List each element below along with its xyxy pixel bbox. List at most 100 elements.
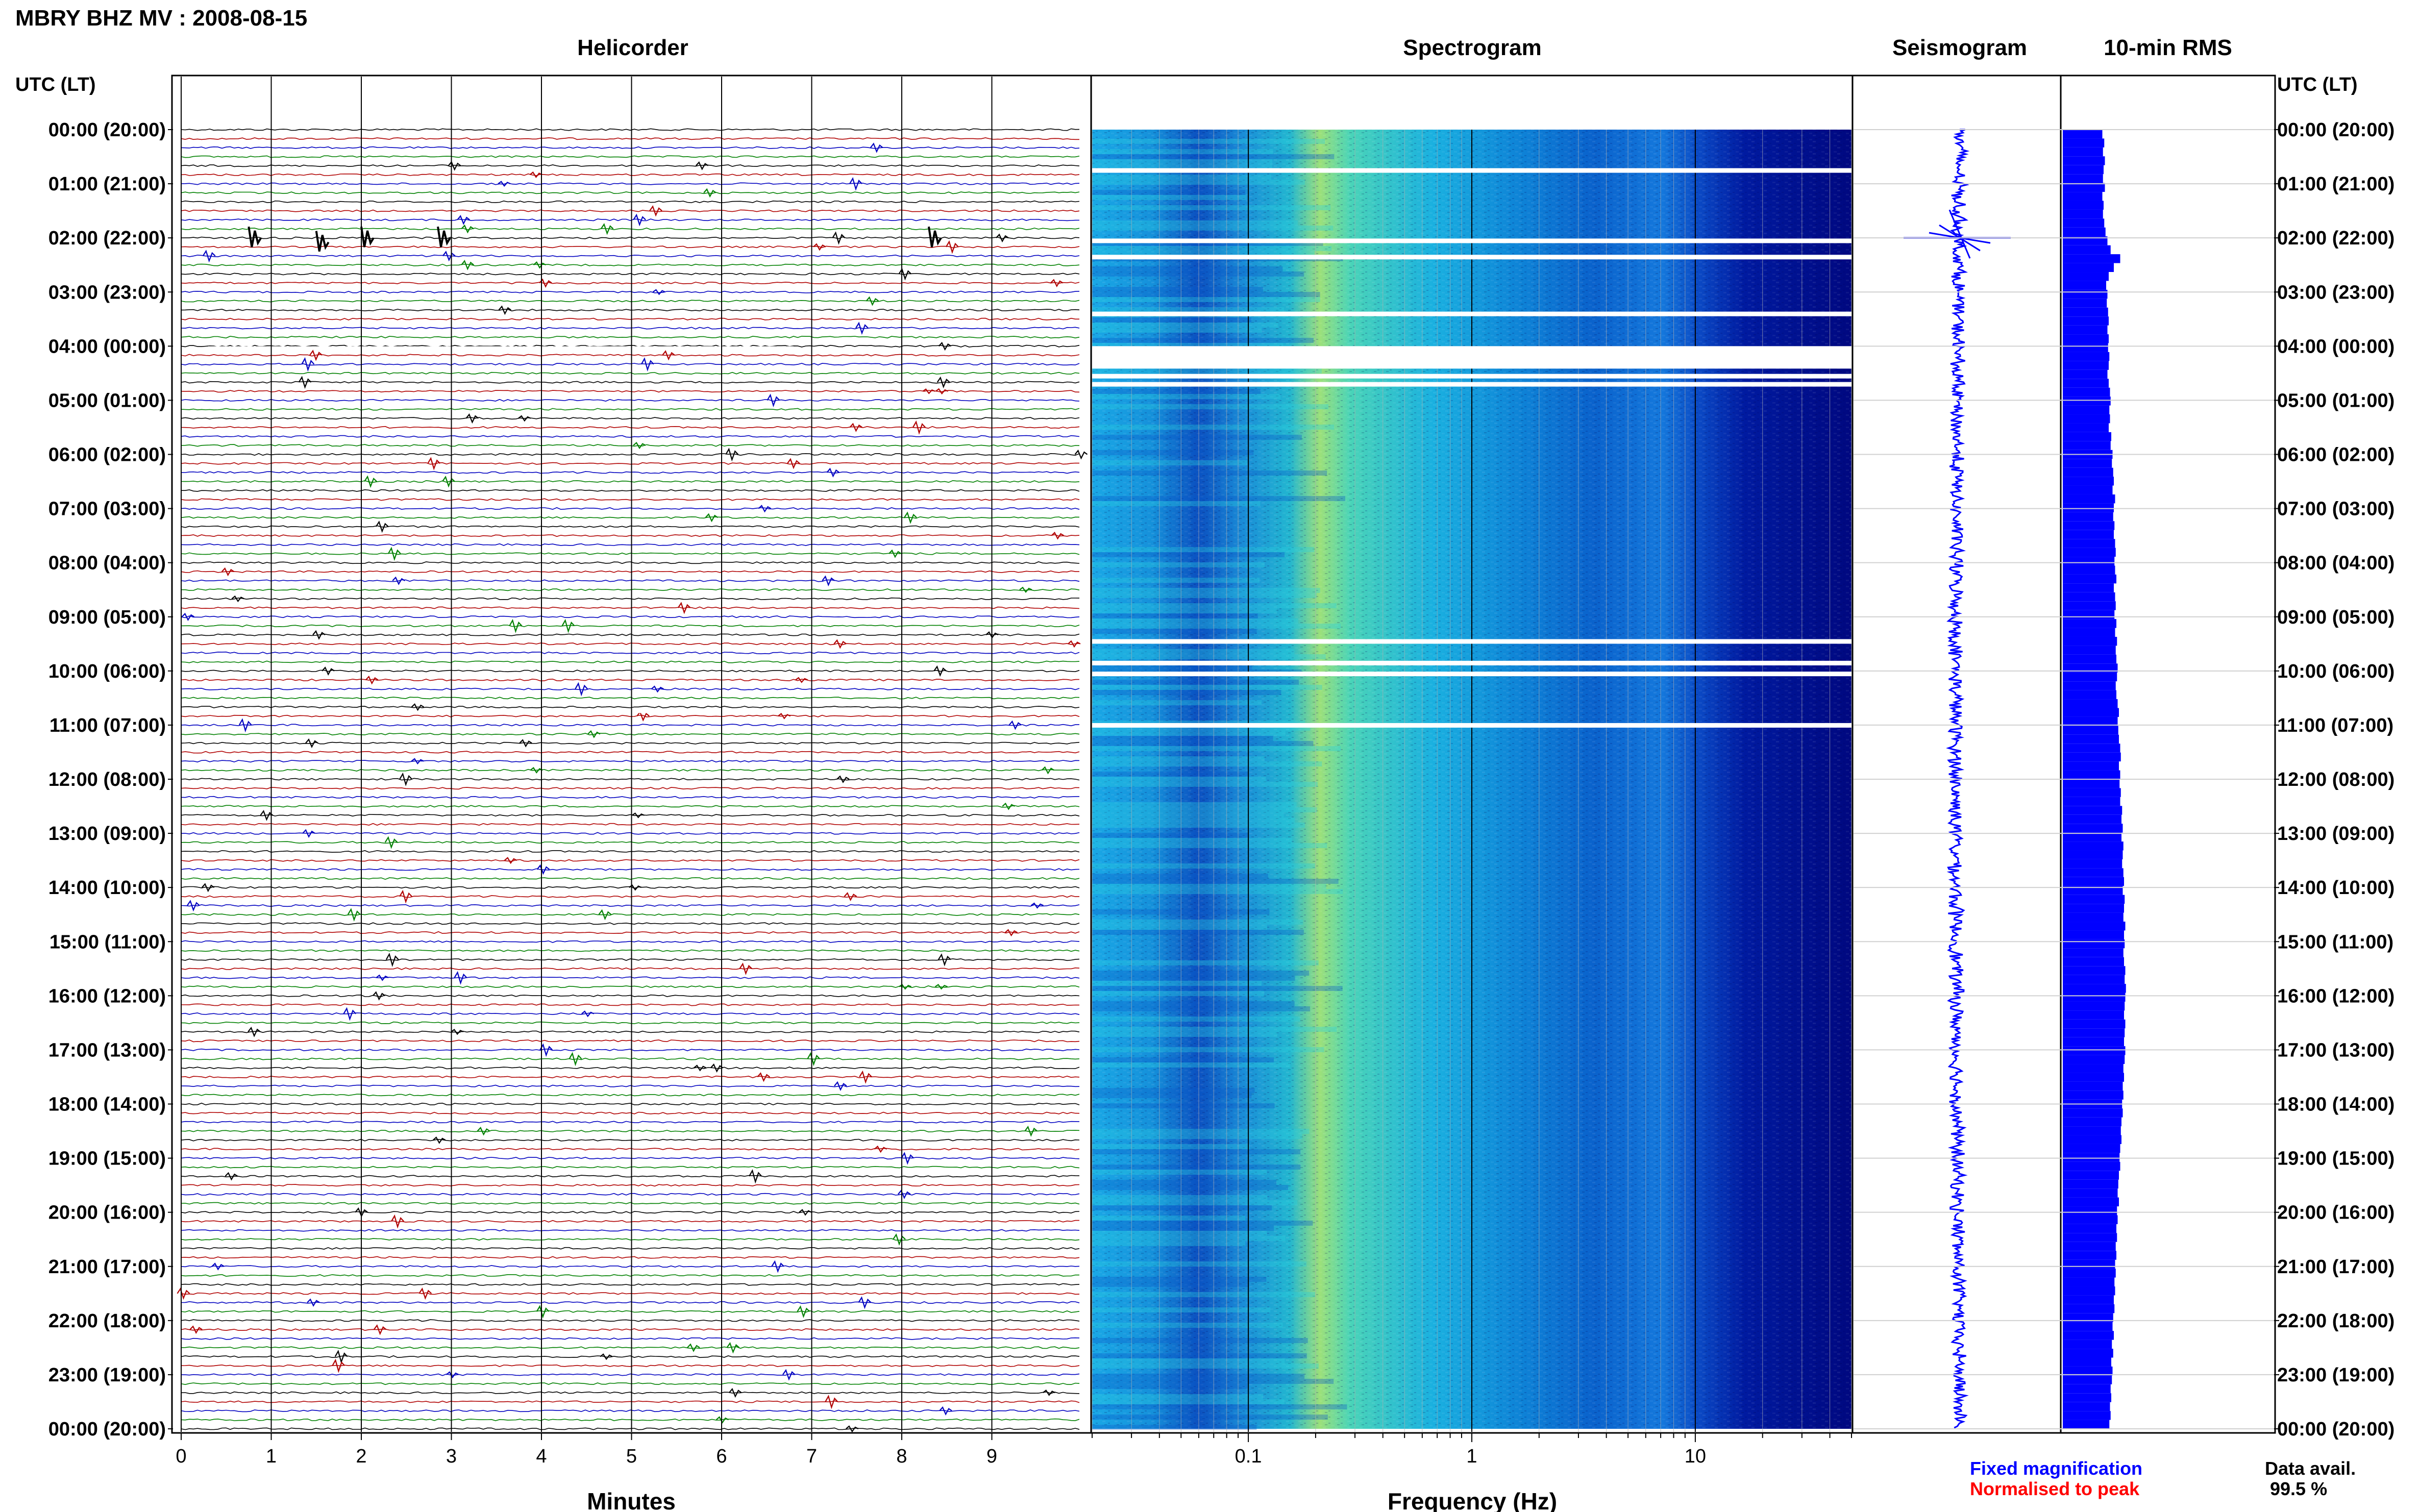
helicorder-trace [181, 985, 1080, 988]
helicorder-trace [181, 245, 1080, 249]
helicorder-trace [181, 1310, 1080, 1313]
helicorder-trace [181, 904, 1080, 907]
helicorder-trace [181, 128, 1080, 131]
helicorder-event [587, 730, 601, 738]
rms-bar [2063, 138, 2105, 147]
spec-row [1092, 1088, 1255, 1093]
helicorder-trace [181, 1075, 1080, 1079]
helicorder-event [301, 357, 315, 372]
time-label-left: 00:00 (20:00) [48, 119, 166, 141]
helicorder-trace [181, 1229, 1080, 1232]
rms-bar [2063, 1349, 2113, 1358]
helicorder-trace [181, 200, 1080, 204]
time-label-left: 02:00 (22:00) [48, 228, 166, 249]
helicorder-event [1030, 902, 1044, 909]
spec-row [1092, 1364, 1319, 1369]
time-label-left: 11:00 (07:00) [50, 715, 166, 736]
spec-row [1092, 552, 1285, 557]
spec-row [1092, 1399, 1285, 1404]
spec-row [1092, 164, 1272, 169]
helicorder-event [372, 991, 386, 1001]
helicorder-event [509, 618, 523, 633]
time-label-right: 21:00 (17:00) [2277, 1256, 2395, 1278]
rms-bar [2063, 1090, 2124, 1100]
spec-row [1092, 680, 1299, 685]
rms-bar [2063, 824, 2123, 833]
spec-row [1092, 404, 1329, 409]
spec-row [1092, 1323, 1283, 1328]
spec-row [1092, 1170, 1267, 1175]
helicorder-event [836, 775, 850, 783]
helicorder-trace [181, 1265, 1080, 1268]
rms-bars [2063, 130, 2126, 1429]
spec-row [1092, 736, 1273, 741]
spec-row [1092, 266, 1283, 271]
helicorder-event [705, 513, 719, 523]
helicorder-trace [181, 1220, 1079, 1223]
rms-bar [2063, 227, 2106, 237]
helicorder-event [461, 260, 474, 270]
helicorder-event [248, 1026, 261, 1037]
helicorder-event [442, 476, 455, 488]
spec-row [1092, 603, 1337, 608]
rms-bar [2063, 1144, 2120, 1153]
spectrogram-gap [1092, 382, 1852, 387]
helicorder-event [996, 233, 1009, 243]
rms-bar [2063, 147, 2103, 157]
helicorder-trace [181, 1193, 1080, 1196]
spec-row [1092, 547, 1315, 552]
helicorder-trace [181, 967, 1080, 970]
spec-row [1092, 746, 1341, 751]
helicorder-event [822, 575, 835, 587]
rms-bar [2063, 557, 2115, 566]
spec-row [1092, 1216, 1246, 1221]
spec-row [1092, 1205, 1272, 1210]
helicorder-trace [181, 1084, 1080, 1087]
helicorder-trace [181, 1156, 1080, 1160]
helicorder-trace [181, 633, 1080, 636]
minute-tick-label: 2 [356, 1446, 366, 1467]
helicorder-event [832, 231, 846, 245]
helicorder-trace [181, 741, 1080, 745]
helicorder-trace [181, 507, 1080, 510]
spectrogram-gap [1092, 255, 1852, 260]
minute-tick-label: 8 [896, 1446, 907, 1467]
helicorder-event [598, 909, 612, 921]
helicorder-event [834, 1081, 847, 1092]
helicorder-event [912, 420, 926, 435]
spec-row [1092, 807, 1317, 812]
helicorder-trace [181, 453, 1080, 456]
helicorder-trace [181, 173, 1080, 176]
helicorder-trace [181, 1391, 1080, 1394]
rms-bar [2063, 1126, 2121, 1135]
rms-bar [2063, 886, 2123, 895]
time-label-right: 05:00 (01:00) [2277, 390, 2395, 411]
helicorder-event [418, 1287, 432, 1300]
minute-tick-label: 6 [716, 1446, 727, 1467]
spec-row [1092, 1277, 1267, 1282]
rms-bar [2063, 779, 2120, 788]
helicorder-trace [181, 1256, 1080, 1259]
helicorder-event [898, 1189, 911, 1199]
helicorder-event [1024, 1125, 1038, 1137]
rms-bar [2063, 1286, 2115, 1296]
helicorder-trace [181, 931, 1080, 934]
time-label-left: 08:00 (04:00) [48, 553, 166, 574]
spec-row [1092, 685, 1322, 690]
helicorder-trace [181, 1184, 1080, 1187]
rms-bar [2063, 1001, 2125, 1011]
helicorder-event [533, 261, 547, 269]
helicorder-event [569, 1052, 582, 1067]
helicorder-trace [181, 1292, 1080, 1295]
rms-bar [2063, 1188, 2118, 1198]
spec-row [1092, 1236, 1286, 1241]
helicorder-event [901, 1152, 915, 1165]
rms-bar [2063, 1108, 2123, 1118]
spec-row [1092, 971, 1310, 976]
rms-bar [2063, 1028, 2125, 1037]
time-label-right: 16:00 (12:00) [2277, 985, 2395, 1007]
helicorder-event [322, 666, 335, 676]
helicorder-trace [181, 1427, 1080, 1430]
helicorder-event [1019, 586, 1032, 593]
spec-row [1092, 690, 1281, 695]
